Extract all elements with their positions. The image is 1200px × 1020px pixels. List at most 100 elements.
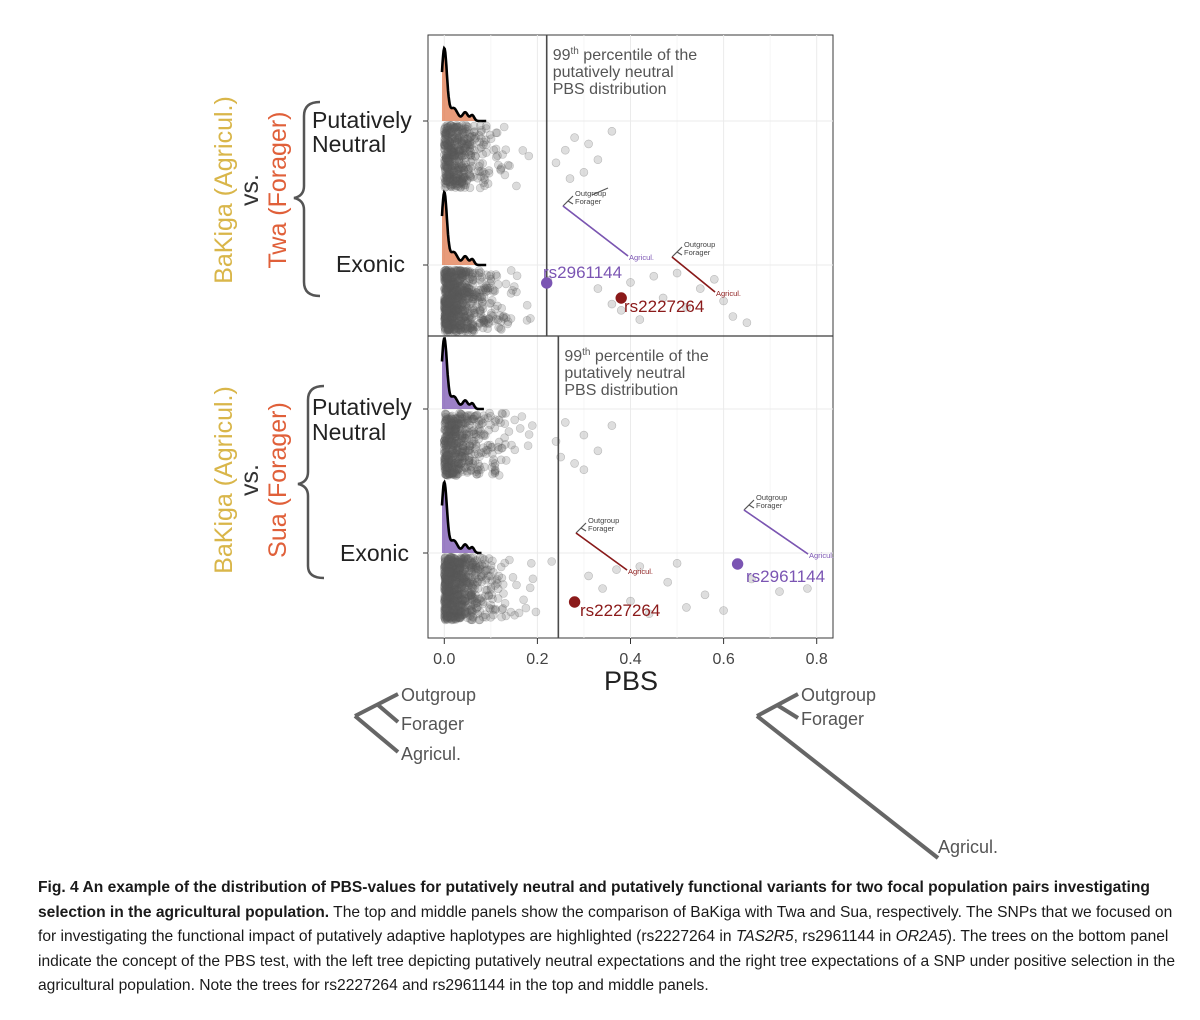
- data-point: [468, 456, 477, 466]
- data-point: [457, 554, 467, 563]
- data-point: [440, 124, 449, 134]
- data-point: [464, 267, 474, 277]
- data-point: [465, 139, 475, 148]
- data-point: [444, 559, 454, 568]
- data-point: [449, 272, 458, 282]
- data-point: [486, 298, 495, 308]
- data-point: [455, 438, 464, 448]
- data-point: [441, 578, 450, 588]
- data-point: [448, 144, 458, 154]
- data-point: [447, 556, 457, 565]
- data-point: [607, 421, 617, 430]
- data-point: [476, 430, 486, 439]
- data-point: [441, 325, 450, 334]
- data-point: [451, 173, 461, 183]
- data-point: [448, 281, 458, 290]
- data-point: [454, 609, 464, 618]
- data-point: [461, 271, 471, 280]
- data-point: [463, 411, 472, 420]
- data-point: [445, 295, 455, 304]
- data-point: [448, 272, 457, 281]
- data-point: [510, 610, 519, 620]
- data-point: [446, 427, 456, 436]
- data-point: [445, 157, 455, 167]
- data-point: [459, 567, 468, 576]
- data-point: [467, 324, 477, 333]
- data-point: [457, 452, 467, 462]
- data-point: [463, 304, 472, 313]
- data-point: [441, 150, 451, 159]
- data-point: [493, 594, 503, 603]
- data-point: [442, 609, 451, 619]
- data-point: [486, 411, 495, 421]
- data-point: [460, 183, 470, 192]
- data-point: [496, 165, 506, 175]
- data-point: [443, 462, 453, 472]
- data-point: [442, 427, 451, 437]
- data-point: [447, 284, 457, 294]
- data-point: [445, 561, 454, 570]
- data-point: [444, 463, 454, 473]
- data-point: [444, 563, 454, 573]
- data-point: [456, 436, 466, 445]
- data-point: [486, 584, 496, 594]
- data-point: [449, 608, 459, 617]
- data-point: [445, 422, 454, 432]
- data-point: [464, 411, 474, 421]
- data-point: [461, 127, 471, 136]
- data-point: [497, 163, 506, 172]
- data-point: [565, 174, 575, 183]
- data-point: [452, 176, 461, 186]
- data-point: [450, 427, 460, 437]
- data-point: [459, 554, 468, 564]
- data-point: [485, 271, 494, 281]
- data-point: [466, 137, 475, 147]
- data-point: [441, 433, 450, 443]
- data-point: [493, 301, 502, 311]
- data-point: [440, 134, 450, 144]
- data-point: [440, 296, 449, 306]
- data-point: [449, 562, 458, 572]
- data-point: [447, 272, 456, 282]
- data-point: [457, 582, 467, 591]
- data-point: [454, 418, 464, 428]
- data-point: [447, 446, 457, 456]
- data-point: [452, 564, 461, 574]
- data-point: [441, 128, 451, 138]
- data-point: [462, 314, 471, 323]
- data-point: [451, 424, 461, 434]
- data-point: [463, 323, 473, 332]
- data-point: [465, 441, 475, 450]
- data-point: [464, 313, 474, 323]
- data-point: [454, 294, 464, 304]
- data-point: [468, 303, 478, 313]
- data-point: [444, 265, 453, 275]
- data-point: [458, 270, 468, 279]
- data-point: [466, 132, 476, 142]
- data-point: [442, 466, 452, 476]
- data-point: [443, 157, 453, 167]
- data-point: [444, 460, 454, 470]
- data-point: [483, 318, 493, 328]
- data-point: [448, 553, 457, 562]
- data-point: [452, 156, 462, 165]
- data-point: [442, 307, 451, 316]
- data-point: [464, 423, 474, 433]
- data-point: [442, 314, 451, 324]
- panel2-row-exonic: Exonic: [340, 540, 409, 566]
- data-point: [460, 288, 470, 298]
- data-point: [491, 417, 500, 426]
- data-point: [485, 283, 495, 293]
- data-point: [457, 138, 467, 147]
- data-point: [447, 182, 456, 192]
- data-point: [478, 418, 488, 428]
- data-point: [453, 146, 463, 156]
- data-point: [440, 594, 450, 603]
- data-point: [468, 427, 477, 436]
- data-point: [445, 450, 455, 460]
- data-point: [459, 298, 468, 308]
- data-point: [442, 582, 451, 592]
- data-point: [472, 288, 481, 298]
- data-point: [446, 121, 456, 130]
- data-point: [445, 466, 455, 476]
